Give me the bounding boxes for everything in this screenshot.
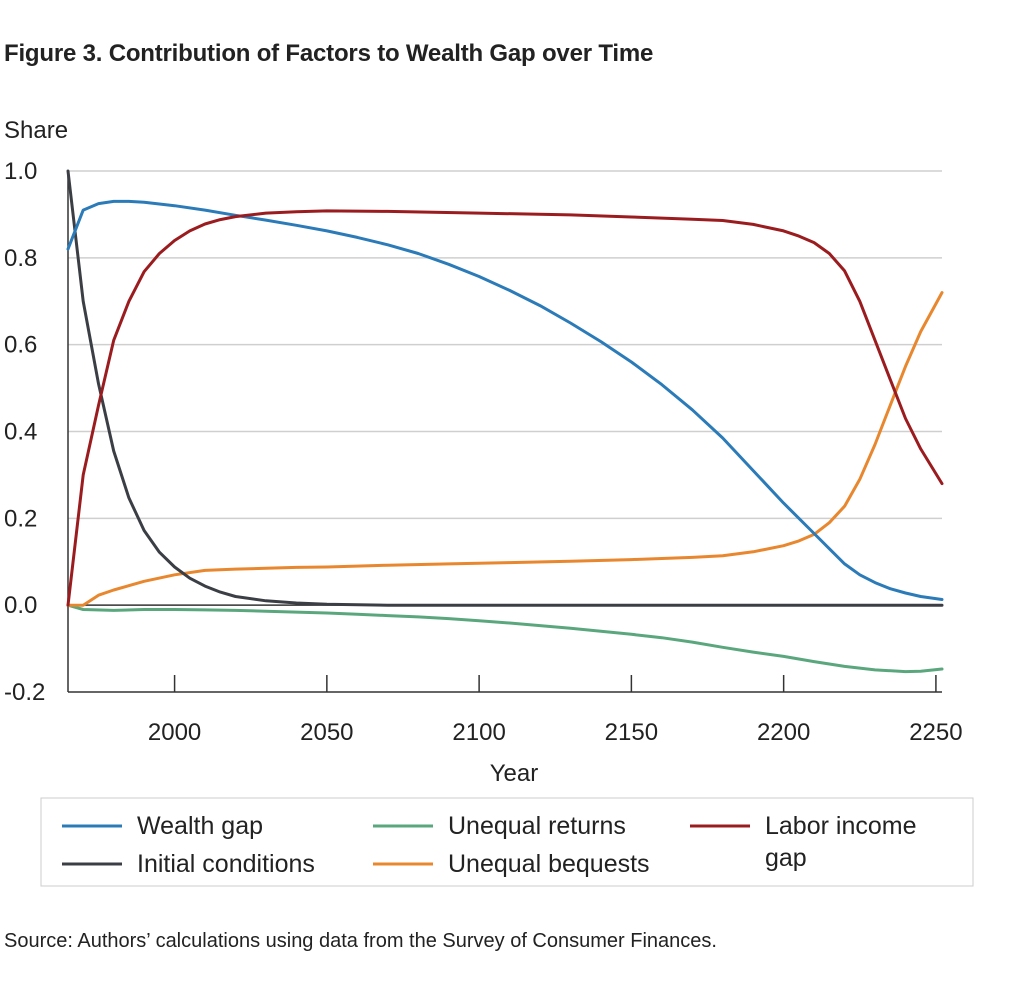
chart-title: Figure 3. Contribution of Factors to Wea… bbox=[4, 40, 654, 67]
y-tick-label: 0.4 bbox=[4, 419, 37, 446]
tick-labels: -0.2 0.0 0.2 0.4 0.6 0.8 1.0 2000 2050 2100 2150 22… bbox=[4, 158, 963, 746]
legend: Wealth gap Initial conditions Unequal retu… bbox=[62, 812, 916, 878]
y-tick-label: 1.0 bbox=[4, 158, 37, 185]
x-tick-label: 2050 bbox=[300, 719, 353, 746]
x-tick-label: 2150 bbox=[605, 719, 658, 746]
x-tick-label: 2000 bbox=[148, 719, 201, 746]
legend-label-initial-conditions: Initial conditions bbox=[137, 850, 315, 878]
x-axis-label: Year bbox=[490, 760, 539, 787]
series-line-labor-income-gap bbox=[66, 209, 944, 607]
legend-box bbox=[40, 797, 974, 887]
grid-lines bbox=[68, 170, 942, 520]
y-tick-label: 0.2 bbox=[4, 505, 37, 532]
legend-label-unequal-returns: Unequal returns bbox=[448, 812, 626, 840]
x-tick-label: 2200 bbox=[757, 719, 810, 746]
series-line-unequal-returns bbox=[66, 603, 944, 674]
x-tick-label: 2100 bbox=[452, 719, 505, 746]
legend-label-wealth-gap: Wealth gap bbox=[137, 812, 263, 840]
series-line-initial-conditions bbox=[66, 169, 944, 607]
y-tick-label: 0.8 bbox=[4, 245, 37, 272]
legend-label-labor-income-gap: Labor income gap bbox=[765, 812, 916, 872]
y-axis-label: Share bbox=[4, 117, 68, 144]
series-line-wealth-gap bbox=[66, 199, 944, 601]
series-lines bbox=[66, 169, 944, 674]
source-note: Source: Authors’ calculations using data… bbox=[4, 930, 717, 952]
series-line-unequal-bequests bbox=[66, 291, 944, 607]
legend-label-unequal-bequests: Unequal bequests bbox=[448, 850, 650, 878]
y-tick-label: 0.0 bbox=[4, 592, 37, 619]
y-tick-label: 0.6 bbox=[4, 332, 37, 359]
y-tick-label: -0.2 bbox=[4, 679, 45, 706]
x-tick-label: 2250 bbox=[909, 719, 962, 746]
